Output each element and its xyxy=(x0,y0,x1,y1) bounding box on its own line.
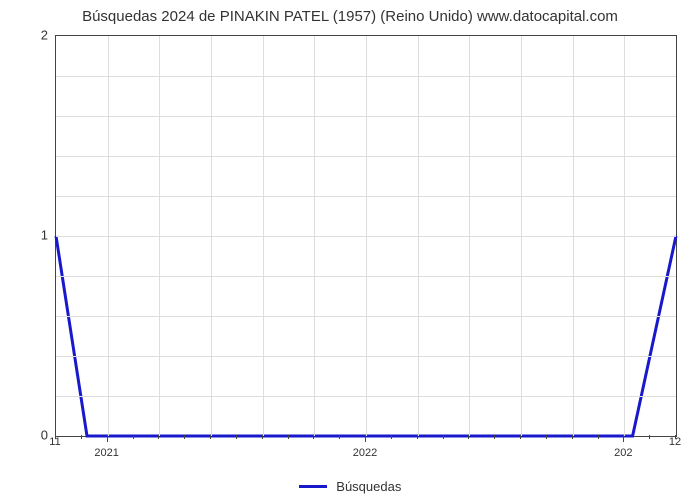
chart-container: Búsquedas 2024 de PINAKIN PATEL (1957) (… xyxy=(0,0,700,500)
x-minor-tick xyxy=(184,435,185,439)
x-minor-tick xyxy=(210,435,211,439)
x-under-label-left: 11 xyxy=(49,436,60,448)
x-under-label-right: 12 xyxy=(669,436,681,448)
chart-title: Búsquedas 2024 de PINAKIN PATEL (1957) (… xyxy=(0,0,700,29)
legend-label: Búsquedas xyxy=(336,479,401,494)
x-major-tick xyxy=(623,435,624,442)
y-tick-label: 1 xyxy=(18,228,48,243)
x-minor-tick xyxy=(598,435,599,439)
x-minor-tick xyxy=(468,435,469,439)
gridline-vertical xyxy=(263,36,264,436)
gridline-vertical xyxy=(211,36,212,436)
x-minor-tick xyxy=(339,435,340,439)
x-minor-tick xyxy=(288,435,289,439)
x-minor-tick xyxy=(443,435,444,439)
gridline-vertical xyxy=(108,36,109,436)
gridline-vertical xyxy=(521,36,522,436)
x-minor-tick xyxy=(391,435,392,439)
x-minor-tick xyxy=(572,435,573,439)
gridline-vertical xyxy=(573,36,574,436)
y-tick-label: 0 xyxy=(18,428,48,443)
x-minor-tick xyxy=(649,435,650,439)
x-minor-tick xyxy=(417,435,418,439)
y-tick-label: 2 xyxy=(18,28,48,43)
x-minor-tick xyxy=(546,435,547,439)
x-minor-tick xyxy=(520,435,521,439)
x-minor-tick xyxy=(494,435,495,439)
x-minor-tick xyxy=(133,435,134,439)
x-tick-label: 2022 xyxy=(353,447,377,459)
gridline-vertical xyxy=(159,36,160,436)
x-minor-tick xyxy=(313,435,314,439)
gridline-vertical xyxy=(624,36,625,436)
x-major-tick xyxy=(107,435,108,442)
gridline-vertical xyxy=(366,36,367,436)
gridline-vertical xyxy=(469,36,470,436)
x-major-tick xyxy=(365,435,366,442)
x-minor-tick xyxy=(236,435,237,439)
gridline-vertical xyxy=(314,36,315,436)
legend: Búsquedas xyxy=(0,478,700,494)
plot-area xyxy=(55,35,677,437)
x-minor-tick xyxy=(158,435,159,439)
x-tick-label: 202 xyxy=(614,447,632,459)
x-tick-label: 2021 xyxy=(94,447,118,459)
gridline-vertical xyxy=(418,36,419,436)
x-minor-tick xyxy=(81,435,82,439)
x-minor-tick xyxy=(262,435,263,439)
legend-swatch xyxy=(299,485,327,488)
